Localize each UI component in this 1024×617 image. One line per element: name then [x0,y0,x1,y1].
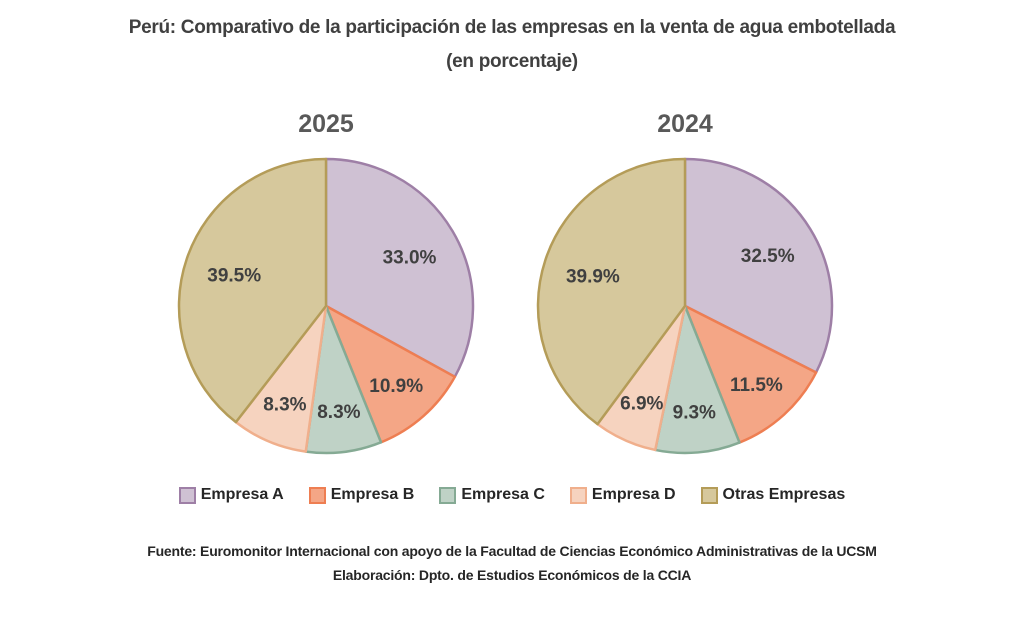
legend: Empresa A Empresa B Empresa C Empresa D … [0,486,1024,504]
data-label-empresa-d: 6.9% [620,394,663,415]
data-label-empresa-b: 11.5% [730,375,783,396]
pie-slice-empresa-b [683,304,818,444]
data-label-otras-empresas: 39.5% [207,266,261,287]
legend-label: Empresa A [200,486,284,503]
pie-title: 2025 [298,110,354,138]
data-label-otras-empresas: 39.9% [566,267,620,288]
pie-slice-empresa-a [324,157,475,379]
data-label-empresa-a: 32.5% [741,246,795,267]
pie-2025: 2025 33.0% 10.9% 8.3% 8.3% 39.5% [177,110,475,455]
pie-slice-otras-empresas [536,157,687,426]
pie-slice-otras-empresas [177,157,328,424]
legend-item-empresa-a: Empresa A [178,486,284,504]
pie-slice-empresa-b [324,304,457,444]
pie-2024: 2024 32.5% 11.5% 9.3% 6.9% 39.9% [536,110,834,455]
data-label-empresa-a: 33.0% [383,248,437,269]
legend-swatch [178,486,196,504]
chart-subtitle: (en porcentaje) [446,51,578,72]
legend-swatch [308,486,326,504]
source-note: Fuente: Euromonitor Internacional con ap… [147,543,877,559]
data-label-empresa-c: 9.3% [673,402,716,423]
legend-item-empresa-c: Empresa C [439,486,545,504]
legend-label: Empresa D [591,486,676,503]
pie-slice-empresa-c [653,304,741,455]
legend-item-empresa-d: Empresa D [569,486,676,504]
legend-swatch [700,486,718,504]
data-label-empresa-b: 10.9% [369,376,423,397]
legend-label: Empresa B [330,486,415,503]
pie-slice-empresa-a [683,157,834,374]
data-label-empresa-c: 8.3% [317,402,360,423]
legend-swatch [439,486,457,504]
legend-item-empresa-b: Empresa B [308,486,415,504]
legend-swatch [569,486,587,504]
elaboration-note: Elaboración: Dpto. de Estudios Económico… [332,567,692,583]
data-label-empresa-d: 8.3% [263,395,306,416]
pie-title: 2024 [657,110,713,138]
legend-label: Empresa C [461,486,545,503]
legend-item-otras-empresas: Otras Empresas [700,486,846,504]
legend-label: Otras Empresas [722,486,846,503]
chart-title: Perú: Comparativo de la participación de… [128,17,896,38]
